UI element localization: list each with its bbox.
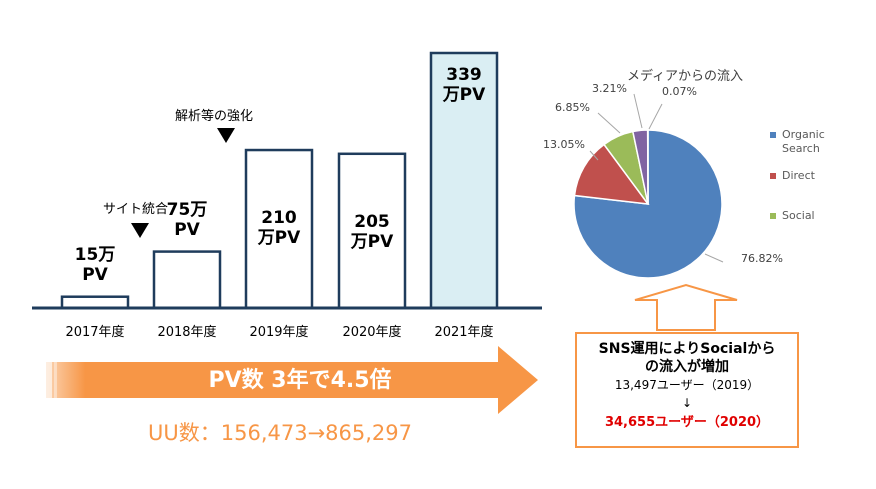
legend-direct-swatch <box>770 173 776 179</box>
uu-text: UU数：156,473→865,297 <box>148 421 413 445</box>
x-tick-label: 2018年度 <box>157 325 217 340</box>
legend-direct: Direct <box>770 169 815 183</box>
pie-leader-line <box>597 112 621 134</box>
legend-social: Social <box>770 209 815 223</box>
growth-arrow-text: PV数 3年で4.5倍 <box>208 368 392 393</box>
bar-value-label: 15万 PV <box>74 244 116 285</box>
bar-value-label: 339 万PV <box>442 65 486 105</box>
callout-line1: SNS運用によりSocialから <box>598 341 776 357</box>
x-tick-label: 2021年度 <box>434 325 494 340</box>
annotation-site-merge-marker <box>131 223 149 238</box>
annotation-site-merge: サイト統合 <box>103 202 169 217</box>
bar-value-label: 75万 PV <box>166 199 208 240</box>
pie-slice <box>573 129 723 279</box>
pie-leader-line <box>704 253 724 263</box>
x-tick-label: 2017年度 <box>65 325 125 340</box>
callout-line3: 13,497ユーザー（2019） <box>614 378 760 392</box>
bar-2020年度 <box>337 152 407 310</box>
callout-arrow: ↓ <box>681 396 693 410</box>
pie-data-label: 76.82% <box>741 252 783 265</box>
bar-value-label: 210 万PV <box>257 208 301 249</box>
x-tick-label: 2019年度 <box>249 325 309 340</box>
legend-organic: Organic Search <box>770 128 825 156</box>
bar-value-label: 205 万PV <box>350 211 394 252</box>
pie-leader-line <box>589 150 599 161</box>
x-tick-label: 2020年度 <box>342 325 402 340</box>
legend-organic-swatch <box>770 132 776 138</box>
pie-data-label: 3.21% <box>592 82 627 95</box>
legend-social-swatch <box>770 213 776 219</box>
pie-leader-line <box>633 93 643 129</box>
pie-leader-line <box>648 103 663 130</box>
bar-2021年度 <box>429 51 499 310</box>
bar-2018年度 <box>152 250 222 310</box>
pie-title: メディアからの流入 <box>626 69 744 84</box>
pie-data-label: 13.05% <box>543 138 585 151</box>
sns-callout-box: SNS運用によりSocialから の流入が増加 13,497ユーザー（2019）… <box>575 332 799 448</box>
callout-line2: の流入が増加 <box>645 359 729 375</box>
annotation-analytics-marker <box>217 128 235 143</box>
callout-line4: 34,655ユーザー（2020） <box>604 415 770 430</box>
annotation-analytics: 解析等の強化 <box>175 109 254 124</box>
pie-data-label: 6.85% <box>555 101 590 114</box>
pie-slice <box>573 143 650 205</box>
pie-data-label: 0.07% <box>662 85 697 98</box>
